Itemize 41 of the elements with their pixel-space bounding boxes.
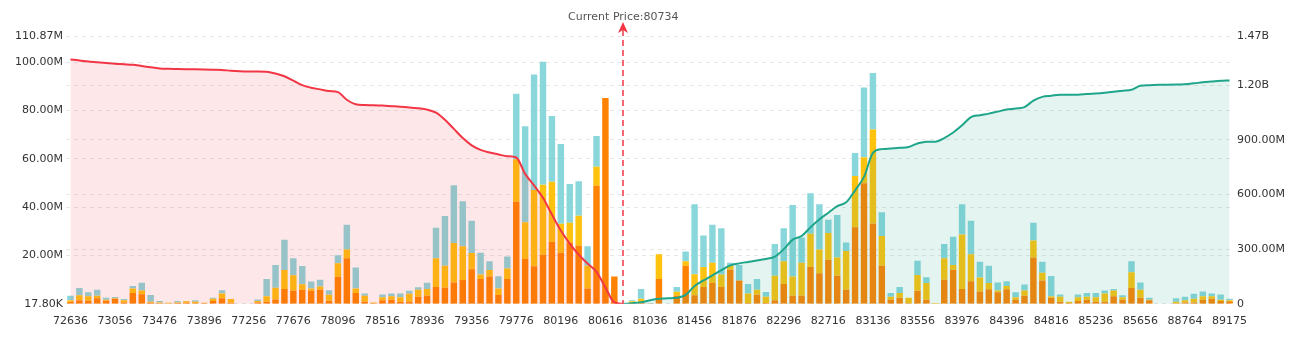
- x-tick-label: 83976: [944, 314, 980, 328]
- x-tick-label: 77676: [275, 314, 311, 328]
- x-tick-label: 78936: [409, 314, 445, 328]
- y-tick-label: 40.00M: [22, 200, 63, 214]
- x-tick-label: 82296: [766, 314, 802, 328]
- y2-tick-label: 0: [1237, 296, 1245, 310]
- x-tick-label: 72636: [52, 314, 88, 328]
- x-tick-label: 80616: [587, 314, 623, 328]
- x-tick-label: 89175: [1212, 314, 1248, 328]
- x-tick-label: 73056: [97, 314, 133, 328]
- x-tick-label: 79776: [498, 314, 534, 328]
- y-tick-label: 20.00M: [22, 248, 63, 262]
- x-tick-label: 84396: [989, 314, 1025, 328]
- x-tick-label: 73896: [186, 314, 222, 328]
- x-tick-label: 77256: [231, 314, 267, 328]
- x-tick-label: 79356: [454, 314, 490, 328]
- x-tick-label: 78096: [320, 314, 356, 328]
- y-tick-label: 17.80K: [24, 296, 64, 310]
- x-tick-label: 82716: [810, 314, 846, 328]
- y2-tick-label: 1.20B: [1237, 78, 1270, 92]
- x-tick-label: 80196: [543, 314, 579, 328]
- x-tick-label: 85656: [1122, 314, 1158, 328]
- x-tick-label: 84816: [1033, 314, 1069, 328]
- x-tick-label: 81456: [677, 314, 713, 328]
- x-tick-label: 83556: [899, 314, 935, 328]
- y2-tick-label: 1.47B: [1237, 28, 1270, 42]
- y2-tick-label: 300.00M: [1237, 242, 1285, 256]
- x-tick-label: 83136: [855, 314, 891, 328]
- y2-tick-label: 900.00M: [1237, 132, 1285, 146]
- y2-tick-label: 600.00M: [1237, 187, 1285, 201]
- y-tick-label: 80.00M: [22, 103, 63, 117]
- x-tick-label: 81876: [721, 314, 757, 328]
- x-tick-label: 81036: [632, 314, 668, 328]
- text: Current Price:80734: [568, 10, 679, 23]
- x-tick-label: 78516: [365, 314, 401, 328]
- x-tick-label: 88764: [1167, 314, 1203, 328]
- y-tick-label: 60.00M: [22, 151, 63, 165]
- x-tick-label: 73476: [142, 314, 178, 328]
- y-tick-label: 110.87M: [15, 28, 63, 42]
- y-tick-label: 100.00M: [15, 55, 63, 69]
- x-tick-label: 85236: [1078, 314, 1114, 328]
